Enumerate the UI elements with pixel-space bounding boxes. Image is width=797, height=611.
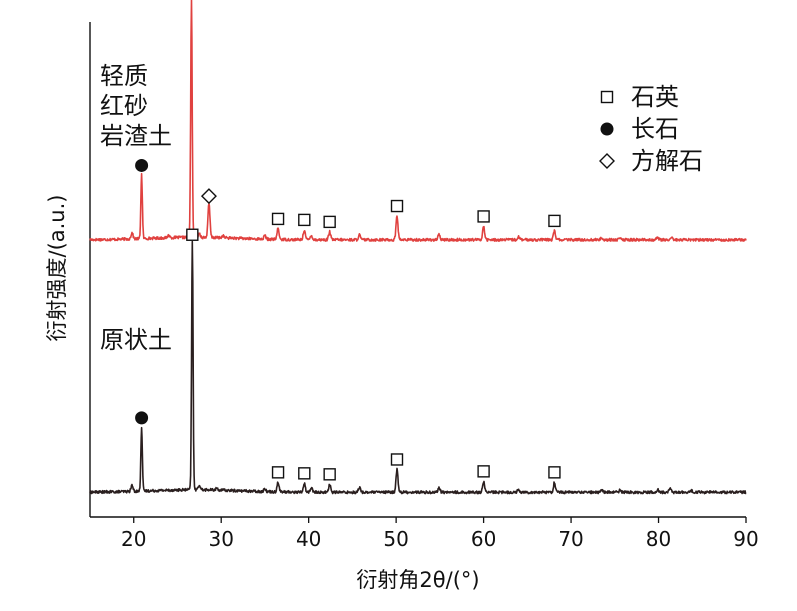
x-tick-label: 70 [558, 527, 583, 551]
legend-symbol-diamond [599, 153, 615, 169]
series-label-line: 红砂 [100, 92, 148, 120]
y-axis-label: 衍射强度/(a.u.) [45, 195, 69, 342]
series-line-0 [89, 0, 747, 242]
phase-marker-square [323, 215, 336, 229]
phase-marker-diamond [200, 188, 217, 205]
series-label-line: 原状土 [100, 326, 172, 354]
series-line-1 [89, 240, 747, 495]
legend-label: 石英 [631, 83, 679, 111]
phase-marker-square [298, 467, 311, 480]
phase-marker-square [477, 210, 490, 223]
axes: 20 30 40 50 60 70 80 90 [89, 22, 759, 551]
legend-symbol-square [600, 90, 614, 104]
series-label-line: 轻质 [100, 62, 148, 90]
phase-marker-square [477, 465, 490, 478]
x-tick-label: 50 [383, 527, 408, 551]
phase-marker-square [186, 228, 199, 241]
phase-marker-square [298, 213, 311, 227]
x-ticks: 20 30 40 50 60 70 80 90 [121, 517, 759, 551]
phase-marker-circle [135, 158, 149, 172]
phase-marker-square [390, 453, 404, 466]
x-tick-label: 60 [471, 527, 496, 551]
x-tick-label: 80 [646, 527, 671, 551]
x-tick-label: 30 [208, 527, 233, 551]
phase-marker-square [323, 468, 336, 481]
phase-marker-square [548, 466, 561, 479]
x-tick-label: 40 [296, 527, 321, 551]
x-tick-label: 20 [121, 527, 146, 551]
x-tick-label: 90 [733, 527, 758, 551]
phase-marker-square [548, 214, 561, 228]
series-label-line: 岩渣土 [100, 122, 172, 150]
legend-label: 长石 [631, 115, 679, 143]
phase-marker-square [390, 199, 404, 213]
x-axis-label: 衍射角2θ/(°) [356, 568, 479, 592]
phase-marker-square [271, 466, 285, 479]
legend-label: 方解石 [631, 147, 703, 175]
phase-marker-circle [135, 411, 149, 425]
phase-marker-square [271, 212, 285, 226]
series-layer [89, 0, 747, 495]
legend-symbol-circle [600, 122, 614, 136]
markers-layer [135, 158, 561, 481]
